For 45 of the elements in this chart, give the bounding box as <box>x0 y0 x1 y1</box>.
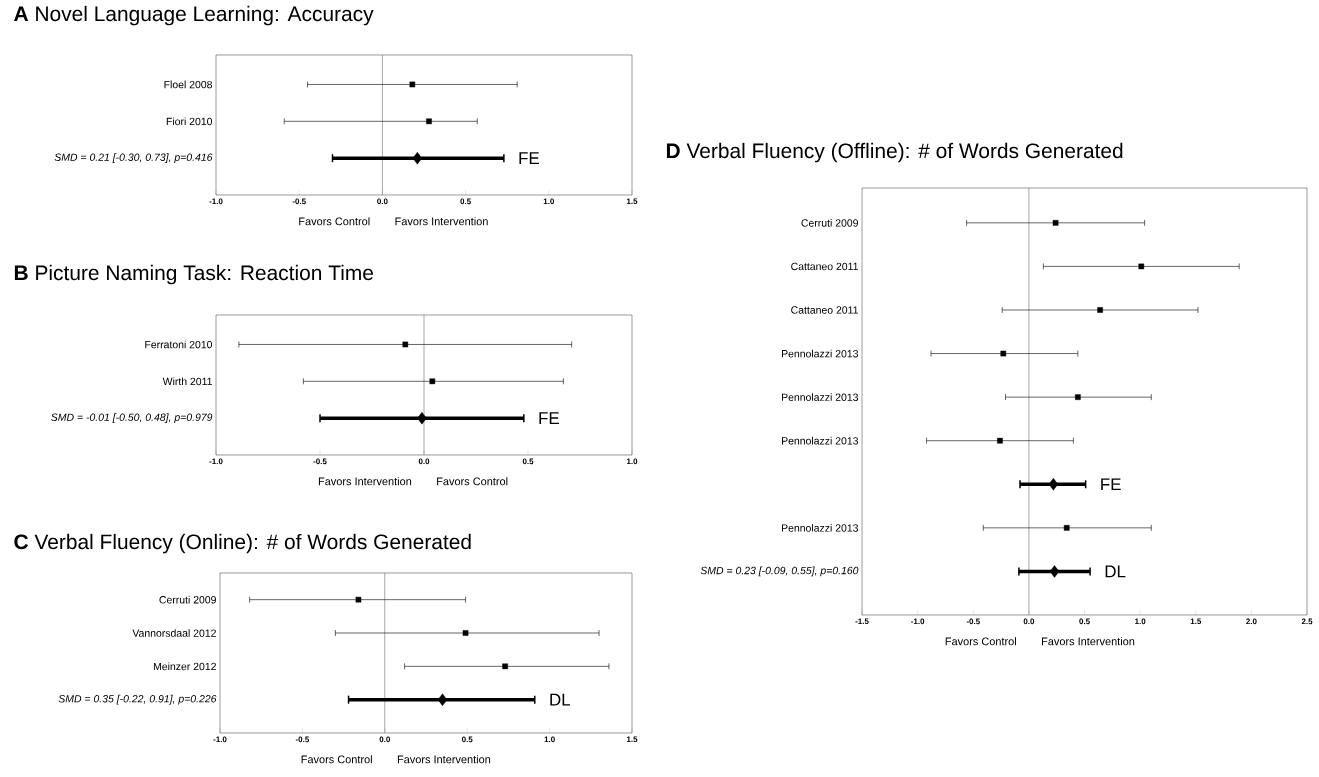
annotation: DL <box>1105 565 1126 578</box>
chart-title: D Verbal Fluency (Offline): # of Words Generated <box>666 142 1123 163</box>
annotation: DL <box>550 693 571 706</box>
y-tick-label: Wirth 2011 <box>162 377 212 386</box>
text: Favors Intervention <box>395 217 488 226</box>
y-tick-label: SMD = 0.35 [-0.22, 0.91], p=0.226 <box>58 694 217 705</box>
text: Favors Control <box>299 217 370 226</box>
y-tick-label: Ferratoni 2010 <box>145 340 213 349</box>
y-tick-label: Vannorsdaal 2012 <box>132 629 216 637</box>
y-tick-label: SMD = 0.21 [-0.30, 0.73], p=0.416 <box>54 153 213 164</box>
point <box>502 663 508 670</box>
y-tick-label: SMD = -0.01 [-0.50, 0.48], p=0.979 <box>51 413 213 424</box>
point <box>462 630 469 636</box>
point <box>1052 220 1059 226</box>
text: Favors Intervention <box>1042 637 1135 646</box>
text: Favors Intervention <box>318 477 412 486</box>
point <box>1063 525 1070 531</box>
y-tick-label: SMD = 0.23 [-0.09, 0.55], p=0.160 <box>700 566 859 577</box>
y-tick-label: Cerruti 2009 <box>159 595 216 604</box>
point <box>997 437 1003 444</box>
point <box>1000 350 1007 357</box>
y-tick-label: Floel 2008 <box>164 80 213 89</box>
point <box>1138 263 1145 270</box>
chart-title: C Verbal Fluency (Online): # of Words Generated <box>14 533 471 554</box>
text: Favors Control <box>945 637 1016 646</box>
text: Favors Control <box>437 477 508 486</box>
annotation: FE <box>519 152 539 164</box>
y-tick-label: Pennolazzi 2013 <box>782 349 859 358</box>
point <box>1075 394 1081 400</box>
y-tick-label: Cerruti 2009 <box>801 219 858 227</box>
text: Favors Control <box>301 755 372 764</box>
y-tick-label: Pennolazzi 2013 <box>782 436 859 445</box>
annotation: FE <box>1101 478 1121 491</box>
chart-title: B Picture Naming Task: Reaction Time <box>14 264 373 285</box>
y-tick-label: Fiori 2010 <box>166 117 213 126</box>
y-tick-label: Cattaneo 2011 <box>791 262 858 271</box>
y-tick-label: Pennolazzi 2013 <box>782 524 859 532</box>
annotation: FE <box>539 412 559 424</box>
y-tick-label: Meinzer 2012 <box>153 662 216 671</box>
point <box>355 596 362 603</box>
y-tick-label: Pennolazzi 2013 <box>782 393 859 401</box>
y-tick-label: Cattaneo 2011 <box>791 306 858 314</box>
point <box>1097 307 1103 313</box>
text: Favors Intervention <box>397 755 491 764</box>
chart-title: A Novel Language Learning: Accuracy <box>14 5 374 26</box>
